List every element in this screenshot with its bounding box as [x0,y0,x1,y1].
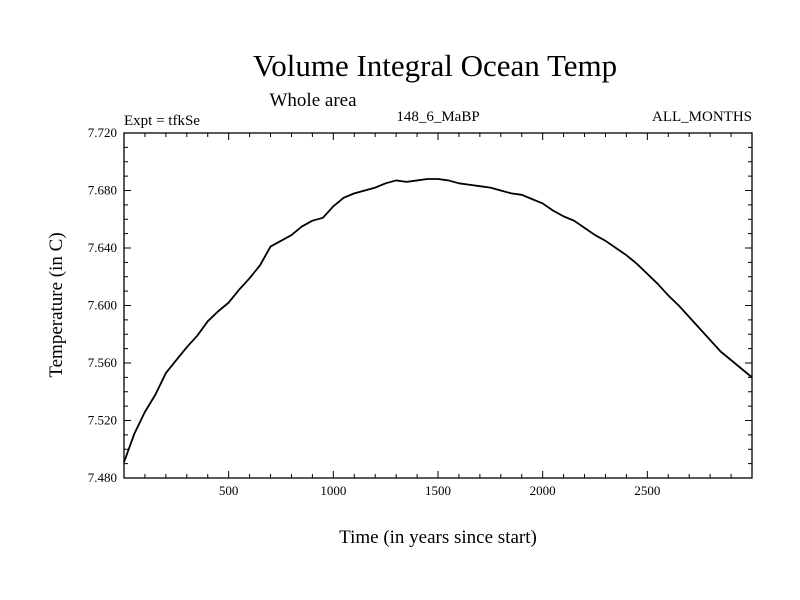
data-point [678,304,680,307]
data-point [521,194,523,196]
data-point [479,185,481,187]
data-point [332,205,334,207]
data-point [374,187,376,189]
data-point [311,220,313,222]
data-point [740,368,743,370]
series-line [123,178,753,463]
data-point [447,179,450,182]
data-point [301,225,303,228]
data-point [688,316,690,318]
data-point [228,302,230,304]
data-point [395,179,397,182]
data-point [573,220,575,222]
x-tick-label: 2000 [530,483,556,498]
data-point [563,215,565,217]
data-point [385,182,387,184]
y-axis-label: Temperature (in C) [46,232,67,377]
data-point [280,240,282,242]
data-point [249,277,251,279]
data-point [186,346,188,348]
data-point [594,234,596,236]
data-point [709,339,711,341]
experiment-label: Expt = tfkSe [124,113,200,129]
data-point [144,411,146,413]
y-tick-label: 7.720 [88,125,117,140]
data-point [217,310,219,312]
data-point [542,202,544,205]
y-tick-label: 7.680 [88,183,117,198]
x-tick-label: 2500 [634,483,660,498]
x-axis-label: Time (in years since start) [339,527,537,548]
chart-title: Volume Integral Ocean Temp [253,48,617,83]
data-point [667,294,669,297]
period-label: 148_6_MaBP [396,109,479,125]
data-point [269,245,272,248]
data-point [657,283,659,285]
data-point [437,178,439,180]
data-point [615,247,617,249]
data-point [133,432,136,435]
data-point [196,335,198,337]
x-tick-label: 1000 [320,483,346,498]
data-point [343,197,345,199]
data-point [238,289,240,291]
data-point [552,210,554,212]
data-point [500,189,502,192]
data-point [730,359,732,361]
data-point [489,187,491,189]
data-point [458,182,460,184]
data-point [353,192,355,194]
data-point [531,198,533,200]
data-point [510,192,512,194]
plot-frame [123,132,753,479]
data-point [322,217,324,219]
data-point [207,320,209,322]
data-point [406,181,408,183]
data-point [290,234,293,236]
y-tick-label: 7.640 [88,240,117,255]
x-tick-label: 1500 [425,483,451,498]
data-point [699,327,701,330]
data-series [123,178,753,463]
data-point [165,372,167,374]
months-label: ALL_MONTHS [652,109,752,125]
data-point [175,359,177,361]
data-point [583,227,586,229]
data-point [416,179,418,182]
y-tick-label: 7.600 [88,298,117,313]
data-point [720,350,722,353]
data-point [426,178,429,180]
y-tick-label: 7.520 [88,413,117,428]
data-point [625,254,628,256]
x-tick-label: 500 [219,483,239,498]
chart-subtitle: Whole area [269,90,357,111]
data-point [604,240,607,242]
data-point [646,273,648,275]
data-point [636,263,638,265]
data-point [364,189,366,192]
data-point [259,264,261,266]
y-tick-label: 7.480 [88,470,117,485]
data-point [154,394,156,396]
y-tick-label: 7.560 [88,355,117,370]
data-point [468,184,470,186]
